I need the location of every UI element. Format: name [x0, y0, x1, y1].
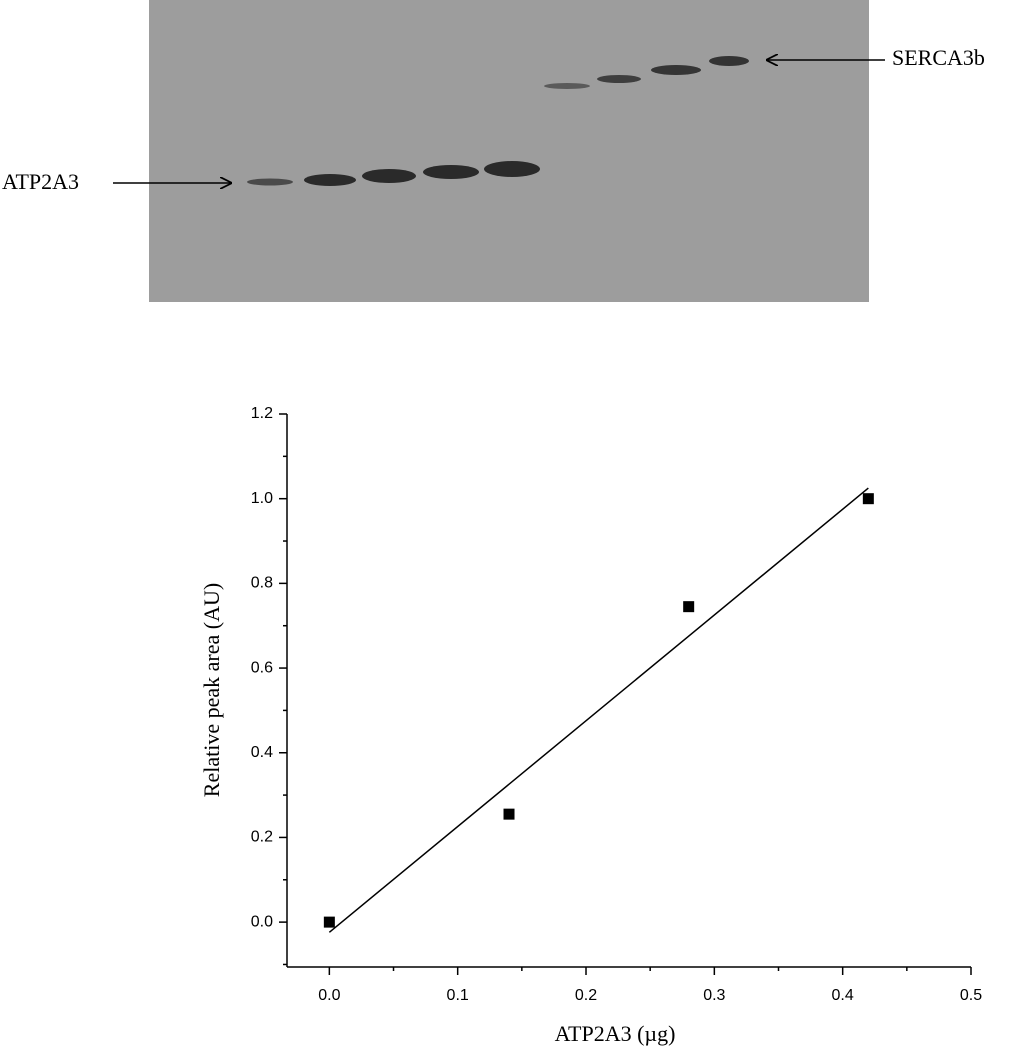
- y-tick-label: 0.4: [251, 744, 273, 761]
- y-tick-label: 0.6: [251, 659, 273, 676]
- x-tick-label: 0.4: [832, 987, 854, 1004]
- point: [862, 493, 874, 505]
- band: [544, 83, 590, 89]
- y-tick-label: 1.2: [251, 405, 273, 422]
- fit-line: [328, 487, 869, 933]
- blot-label: ATP2A3: [2, 169, 79, 194]
- x-tick-label: 0.5: [960, 987, 982, 1004]
- band: [362, 169, 416, 183]
- x-tick-label: 0.3: [703, 987, 725, 1004]
- band: [423, 165, 479, 179]
- x-tick-label: 0.2: [575, 987, 597, 1004]
- y-tick-label: 0.0: [251, 913, 273, 930]
- x-axis-label: ATP2A3 (µg): [555, 1021, 676, 1046]
- blot: ATP2A3 SERCA3b: [2, 0, 985, 302]
- x-tick-label: 0.1: [447, 987, 469, 1004]
- bands: [247, 56, 749, 186]
- x-tick-label: 0.0: [318, 987, 340, 1004]
- y-axis-label: Relative peak area (AU): [199, 583, 224, 797]
- band: [304, 174, 356, 186]
- blot-image: [149, 0, 869, 302]
- point: [503, 808, 515, 820]
- blot-label: SERCA3b: [892, 45, 985, 70]
- y-tick-label: 0.2: [251, 829, 273, 846]
- band: [597, 75, 641, 83]
- y-tick-label: 1.0: [251, 490, 273, 507]
- point: [683, 601, 695, 613]
- band: [247, 178, 293, 186]
- y-tick-label: 0.8: [251, 575, 273, 592]
- band: [651, 65, 701, 75]
- band: [709, 56, 749, 66]
- point: [323, 916, 335, 928]
- band: [484, 161, 540, 177]
